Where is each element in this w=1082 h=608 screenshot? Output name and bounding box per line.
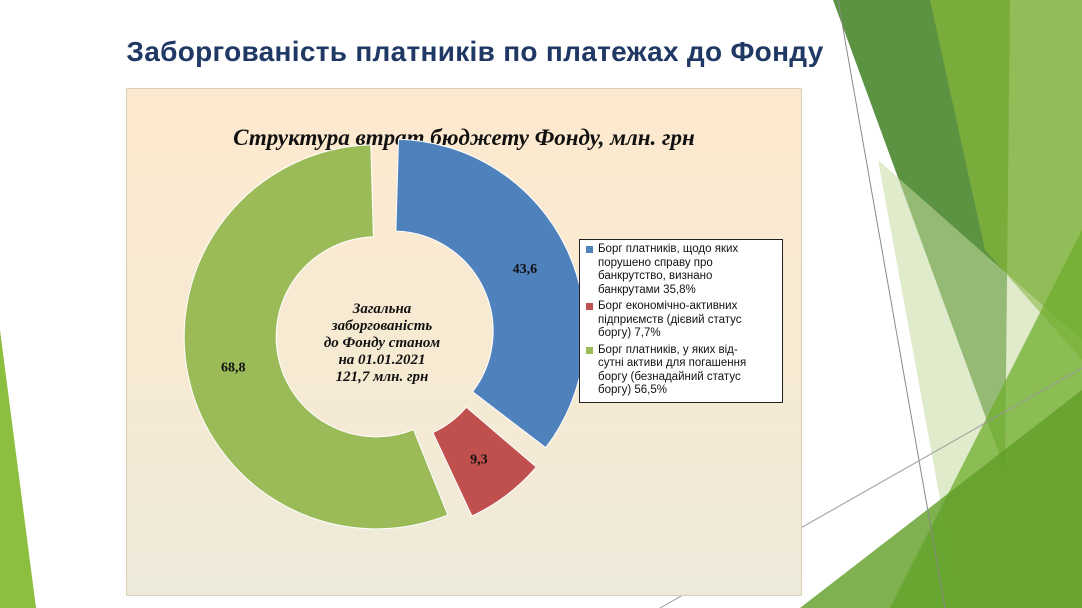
donut-slice-blue (395, 138, 586, 449)
donut-slice-red (432, 406, 537, 517)
decor-triangle-bottom (800, 390, 1082, 608)
legend-item: Борг платників, у яких від- сутні активи… (586, 344, 778, 398)
legend-item: Борг платників, щодо яких порушено справ… (586, 243, 778, 297)
decor-triangle-light (930, 0, 1082, 360)
decor-triangle-left (0, 330, 36, 608)
legend-item: Борг економічно-активних підприємств (ді… (586, 300, 778, 341)
chart-legend: Борг платників, щодо яких порушено справ… (579, 239, 783, 403)
center-line: Загальна (352, 301, 412, 317)
donut-center-text: Загальна заборгованість до Фонду станом … (267, 301, 497, 386)
center-line: до Фонду станом (323, 335, 441, 351)
slice-label-green: 68,8 (221, 361, 246, 376)
slice-label-blue: 43,6 (513, 262, 538, 277)
center-line: 121,7 млн. грн (335, 369, 429, 385)
slide-title: Заборгованість платників по платежах до … (126, 36, 824, 67)
center-line: на 01.01.2021 (338, 352, 426, 368)
donut-slice-green (183, 144, 449, 530)
slice-label-red: 9,3 (470, 452, 488, 467)
legend-swatch-green (586, 346, 593, 354)
legend-text: Борг платників, щодо яких порушено справ… (598, 243, 739, 296)
chart-panel: Структура втрат бюджету Фонду, млн. грн … (126, 88, 802, 596)
legend-text: Борг платників, у яких від- сутні активи… (598, 343, 747, 397)
center-line: заборгованість (331, 318, 433, 334)
legend-swatch-red (586, 303, 593, 310)
decor-line (837, 0, 946, 608)
donut-chart: 43,6 9,3 68,8 (183, 138, 586, 530)
chart-title: Структура втрат бюджету Фонду, млн. грн (233, 125, 695, 150)
legend-swatch-blue (586, 246, 593, 253)
legend-text: Борг економічно-активних підприємств (ді… (598, 300, 742, 339)
